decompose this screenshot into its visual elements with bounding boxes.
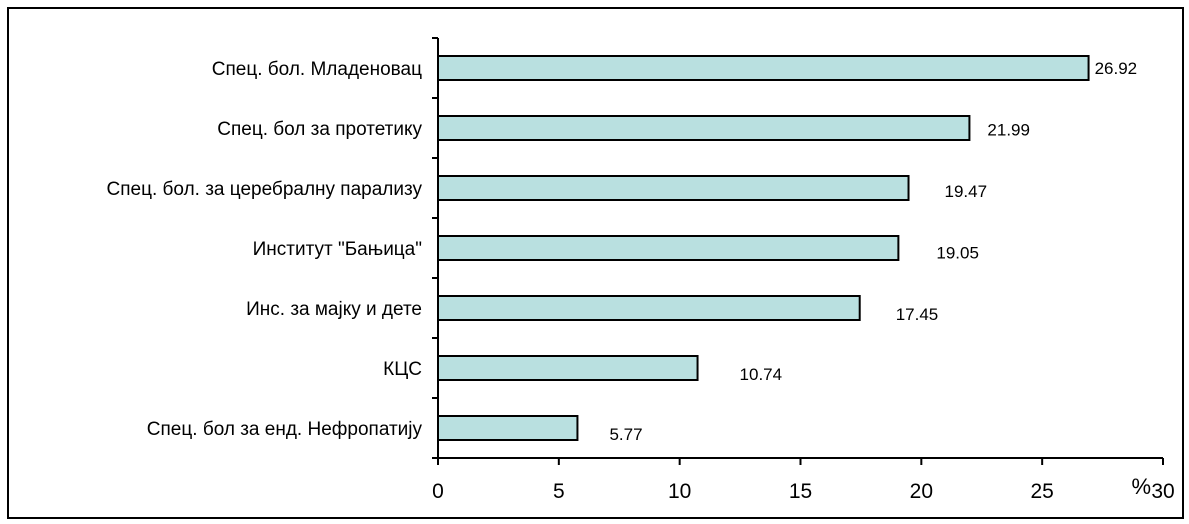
category-label: Спец. бол. за церебралну парализу <box>107 179 423 200</box>
data-label: 10.74 <box>740 365 783 384</box>
bar <box>437 295 861 321</box>
data-label: 21.99 <box>987 121 1030 140</box>
category-labels-group: Спец. бол. Младеновац Спец. бол за протет… <box>107 59 423 440</box>
data-label: 19.47 <box>945 182 988 201</box>
x-tick-label: 10 <box>668 480 691 503</box>
category-label: Спец. бол за енд. Нефропатију <box>147 419 423 440</box>
x-ticks-group: 0 5 10 15 20 25 30 <box>432 458 1175 503</box>
data-label: 19.05 <box>936 244 979 263</box>
category-label: Спец. бол. Младеновац <box>212 59 422 80</box>
bar <box>437 55 1090 81</box>
bar <box>437 175 910 201</box>
chart-frame <box>7 7 1184 519</box>
category-label: Институт "Бањица" <box>253 239 422 260</box>
x-tick-label: 0 <box>432 480 444 503</box>
x-tick-label: 30 <box>1151 480 1174 503</box>
bars-group <box>437 55 1090 441</box>
data-label: 5.77 <box>609 425 642 444</box>
category-label: Спец. бол за протетику <box>217 119 422 140</box>
x-tick-label: 5 <box>553 480 565 503</box>
bar <box>437 235 900 261</box>
x-tick-label: 20 <box>910 480 933 503</box>
bar <box>437 115 971 141</box>
x-tick-label: 15 <box>789 480 812 503</box>
bar <box>437 355 699 381</box>
bar <box>437 415 579 441</box>
data-labels-group: 26.92 21.99 19.47 19.05 17.45 10.74 5.77 <box>609 59 1137 444</box>
category-label: Инс. за мајку и дете <box>246 299 422 320</box>
data-label: 26.92 <box>1095 59 1138 78</box>
data-label: 17.45 <box>896 305 939 324</box>
category-label: КЦС <box>383 359 422 380</box>
x-unit-label: % <box>1131 474 1151 499</box>
x-tick-label: 25 <box>1030 480 1053 503</box>
